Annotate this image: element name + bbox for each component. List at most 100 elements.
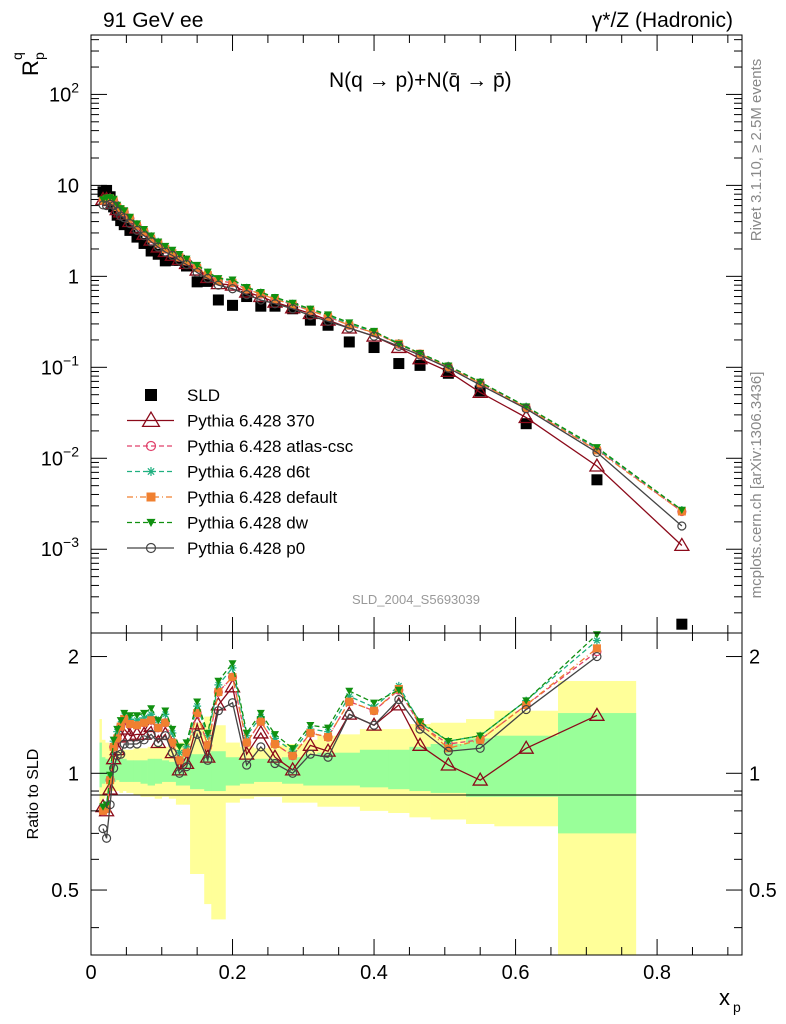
main-series-line [102,203,683,527]
main-point [242,283,251,292]
ratio-point [440,756,457,771]
main-panel: N(q → p)+N(q̄ → p̄) SLD_2004_S5693039 R … [9,34,743,634]
main-ylabel-sub: p [31,52,47,60]
main-point [673,537,690,552]
ratio-point [139,735,149,745]
main-point [154,238,163,246]
main-point [288,304,298,314]
legend-entry-4: Pythia 6.428 default [127,488,338,507]
main-point [124,224,136,236]
ratio-point [270,758,280,769]
main-point [132,225,142,235]
inner-band [133,760,141,782]
inner-band [388,749,410,790]
inner-band [126,760,134,782]
main-point [415,350,425,360]
ratio-point [160,731,170,741]
ratio-point [341,705,358,720]
main-y-tick-label: 10 [57,175,79,197]
ratio-point [98,824,108,834]
main-point [677,506,686,515]
ratio-series-3 [99,644,601,815]
inner-band [168,761,177,782]
ratio-point [369,720,379,730]
main-point [270,299,280,309]
ratio-point [522,697,531,705]
main-point [120,207,129,215]
ratio-point [132,721,141,730]
ratio-point [270,739,279,748]
main-point [414,359,426,371]
inner-band [161,760,170,782]
ratio-point [588,707,606,721]
main-point [370,327,379,336]
ratio-point [242,729,251,738]
main-point [344,323,354,333]
x-ticks: 0 0.2 0.4 0.6 0.8 [85,35,729,984]
main-point [152,248,164,260]
main-point [227,284,238,294]
ratio-point [182,748,191,757]
inner-band [154,758,163,784]
ratio-point [175,748,184,757]
legend-label: Pythia 6.428 default [187,488,338,507]
plot-title: N(q → p)+N(q̄ → p̄) [329,69,512,92]
ratio-point [175,756,184,765]
legend-entry-6: Pythia 6.428 p0 [127,539,305,558]
main-point [174,255,185,265]
inner-band [338,752,361,786]
main-point [192,267,202,278]
ratio-y-ticks: 0.5 0.5 1 1 2 2 [51,647,777,929]
ratio-point [345,687,354,695]
inner-band [239,758,255,784]
ratio-point [345,697,354,706]
ratio-point [109,742,118,751]
ratio-point [288,768,298,778]
ratio-point [140,718,149,727]
main-series-1 [94,191,690,552]
ratio-point [154,723,163,732]
main-point [475,380,485,390]
ratio-point [192,729,202,739]
main-point [101,184,113,196]
main-point [676,618,688,630]
main-series-6 [98,199,687,531]
ratio-point [199,748,216,763]
inner-band [225,757,240,786]
ratio-point [256,709,265,718]
ratio-point [306,722,315,730]
main-point [119,213,129,223]
ratio-y-tick-label-right: 0.5 [749,880,777,902]
main-y-ticks: 102 10 1 10−1 10−2 10−3 [41,39,742,614]
legend-marker [145,440,157,452]
inner-band [182,757,191,786]
main-point [214,275,223,283]
x-tick-label: 0.2 [219,962,247,984]
ratio-point [213,706,223,716]
main-point [588,457,606,472]
ratio-point [120,709,129,718]
main-point [443,363,453,373]
main-point [153,242,163,252]
ratio-point [175,743,184,751]
ratio-point [411,737,429,751]
ratio-point [238,745,255,760]
x-axis-label: x [719,985,730,1010]
main-point [181,259,192,270]
inner-band [99,742,102,788]
ratio-point [242,738,251,747]
inner-band [253,758,269,782]
ratio-point [161,707,170,715]
ratio-point [161,718,170,727]
ratio-point [256,742,266,752]
main-point [139,231,149,241]
ratio-point [147,710,156,719]
legend-label: Pythia 6.428 d6t [187,463,310,482]
ratio-point [305,749,315,759]
main-point [203,268,212,276]
ratio-point [592,631,601,639]
ratio-point [125,712,134,720]
ratio-y-tick-label: 2 [68,647,79,669]
main-series [94,184,690,630]
